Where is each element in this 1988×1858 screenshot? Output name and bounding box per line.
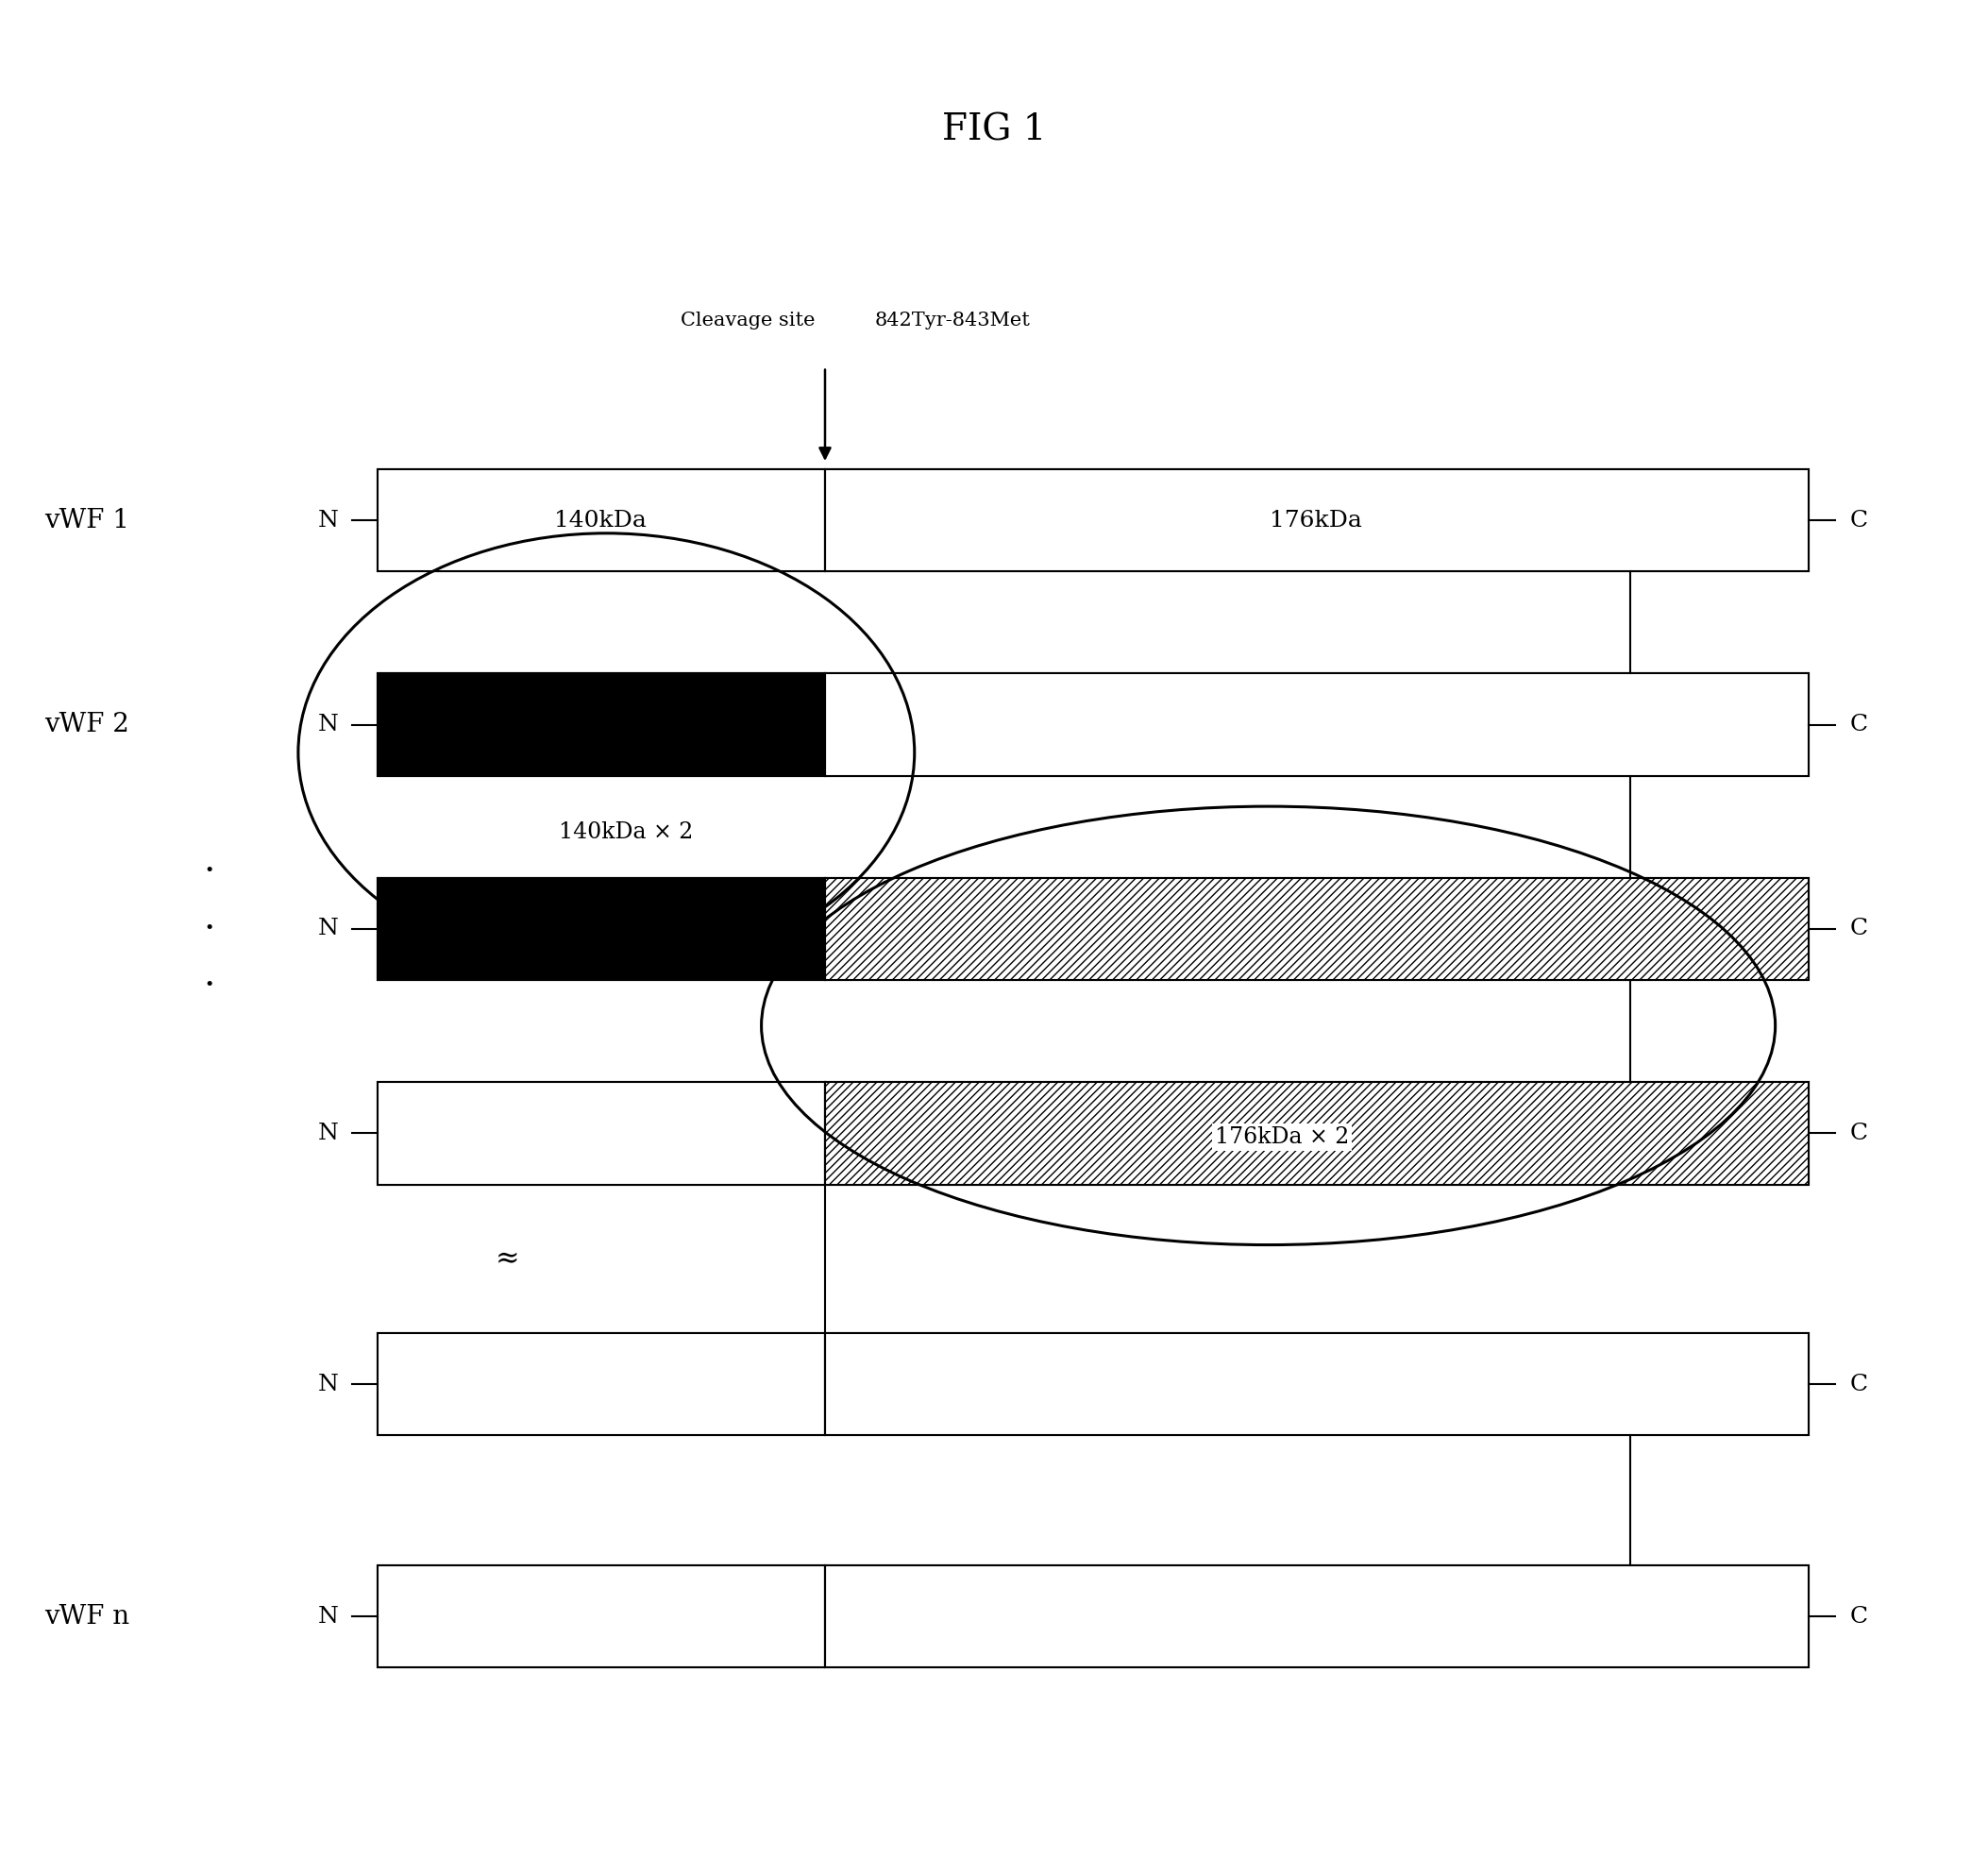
Text: N: N [318, 1605, 338, 1628]
Text: N: N [318, 918, 338, 940]
Text: N: N [318, 509, 338, 531]
Text: 176kDa × 2: 176kDa × 2 [1215, 1126, 1350, 1148]
Text: vWF n: vWF n [44, 1603, 129, 1629]
Bar [378, 1564, 1809, 1668]
Bar [825, 1081, 1809, 1185]
Text: C: C [1849, 713, 1869, 736]
Text: 176kDa: 176kDa [1270, 509, 1362, 531]
Text: Cleavage site: Cleavage site [680, 312, 815, 331]
Bar [378, 1081, 825, 1185]
Text: N: N [318, 1122, 338, 1145]
Text: ≈: ≈ [495, 1245, 519, 1273]
Bar [825, 1334, 1809, 1434]
Bar [825, 879, 1809, 981]
Text: 140kDa × 2: 140kDa × 2 [559, 821, 694, 844]
Bar [378, 879, 825, 981]
Text: N: N [318, 1373, 338, 1395]
Bar [378, 1081, 1809, 1185]
Text: C: C [1849, 918, 1869, 940]
Text: vWF 2: vWF 2 [44, 712, 129, 738]
Text: vWF 1: vWF 1 [44, 507, 129, 533]
Bar [378, 1334, 825, 1434]
Bar [378, 1564, 825, 1668]
Bar [378, 673, 1809, 775]
Text: FIG 1: FIG 1 [942, 113, 1046, 147]
Bar [825, 673, 1809, 775]
Text: C: C [1849, 1373, 1869, 1395]
Text: C: C [1849, 509, 1869, 531]
Bar [378, 468, 1809, 572]
Bar [378, 673, 825, 775]
Bar [825, 468, 1809, 572]
Text: 140kDa: 140kDa [555, 509, 646, 531]
Text: N: N [318, 713, 338, 736]
Text: C: C [1849, 1605, 1869, 1628]
Text: 842Tyr-843Met: 842Tyr-843Met [875, 312, 1030, 331]
Text: ·
·
·: · · · [203, 855, 215, 1003]
Text: C: C [1849, 1122, 1869, 1145]
Bar [378, 468, 825, 572]
Bar [378, 879, 1809, 981]
Bar [378, 1334, 1809, 1434]
Bar [825, 1564, 1809, 1668]
